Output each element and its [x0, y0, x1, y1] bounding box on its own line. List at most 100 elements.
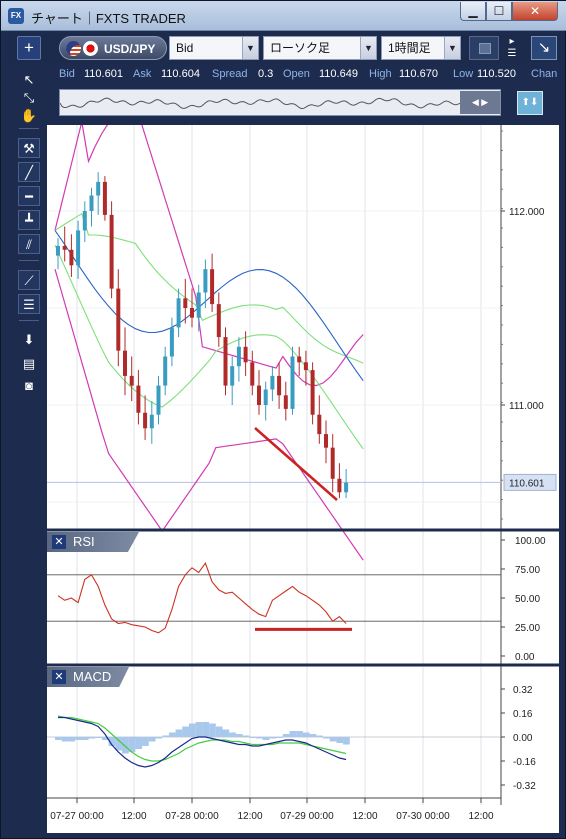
macd-histogram-bar: [215, 726, 223, 737]
moving-average-line: [54, 230, 364, 382]
spacer: [55, 143, 363, 244]
bollinger-upper-inner: [54, 212, 364, 364]
macd-tick-label: -0.32: [513, 781, 536, 792]
add-chart-button[interactable]: +: [17, 36, 41, 60]
candle-body: [69, 249, 74, 266]
app-icon: FX: [8, 8, 24, 24]
crosshair-pointer-icon[interactable]: ⤡: [23, 90, 35, 105]
candle-body: [183, 298, 188, 308]
color-toggle-button[interactable]: [469, 36, 499, 60]
price-tick-label: 111.000: [509, 401, 544, 412]
navigator-settings-button[interactable]: ⬆⬇: [517, 91, 543, 115]
close-rsi-button[interactable]: ✕: [52, 535, 66, 549]
macd-histogram-bar: [296, 731, 303, 737]
chart-navigator[interactable]: ◀ ▶: [59, 89, 501, 116]
title-bar[interactable]: FX チャート｜FXTS TRADER ▁ ☐ ✕: [1, 1, 566, 31]
horizontal-line-tool-icon[interactable]: ━: [18, 186, 40, 206]
chevron-down-icon: ▼: [242, 37, 258, 59]
candle-body: [149, 414, 154, 429]
candle-body: [176, 298, 181, 328]
chart-canvas[interactable]: 112.000 111.000 110.601 100.00 75.00 50.00 25.…: [47, 103, 559, 833]
candle-body: [102, 181, 107, 215]
macd-histogram-bar: [336, 737, 344, 743]
candle-body: [190, 308, 194, 318]
candle-body: [210, 269, 215, 305]
candle-body: [303, 362, 308, 371]
time-tick-label: 12:00: [352, 811, 377, 822]
timeframe-select[interactable]: 1時間足 ▼: [381, 36, 461, 60]
macd-histogram-bar: [195, 722, 203, 737]
trendline-tool-icon[interactable]: ╱: [18, 162, 40, 182]
pointer-icon[interactable]: ↖: [23, 72, 35, 87]
toolbar-more-button[interactable]: ▸ ☰: [507, 36, 517, 59]
spread-label: Spread: [212, 68, 248, 80]
spread-value: 0.3: [258, 68, 274, 80]
candle-body: [136, 385, 141, 413]
macd-histogram-bar: [229, 732, 236, 737]
parallel-channel-tool-icon[interactable]: ⫽: [18, 234, 40, 254]
macd-histogram-bar: [343, 737, 350, 745]
macd-tick-label: 0.00: [513, 733, 533, 744]
candle-body: [156, 385, 161, 415]
chart-type-select[interactable]: ローソク足 ▼: [263, 36, 377, 60]
close-macd-button[interactable]: ✕: [52, 670, 66, 684]
expand-window-button[interactable]: ↘: [531, 36, 557, 60]
chevron-down-icon: ▼: [360, 37, 376, 59]
macd-histogram-bar: [108, 737, 116, 746]
price-side-select[interactable]: Bid ▼: [169, 36, 259, 60]
macd-line: [58, 716, 347, 768]
time-tick-label: 07-29 00:00: [280, 811, 334, 822]
tool-separator: [19, 128, 39, 129]
bollinger-lower-outer: [54, 269, 364, 561]
macd-histogram-bar: [168, 732, 176, 737]
macd-histogram-bar: [88, 737, 96, 739]
download-icon[interactable]: ⬇: [23, 332, 35, 347]
macd-histogram-bar: [182, 726, 189, 737]
candle-body: [89, 195, 94, 211]
close-button[interactable]: ✕: [512, 2, 558, 21]
minimize-button[interactable]: ▁: [460, 2, 486, 21]
rsi-panel-label: RSI: [73, 534, 95, 549]
list-icon[interactable]: ▤: [22, 356, 36, 371]
rsi-panel-tag: ✕ RSI: [47, 532, 139, 552]
macd-histogram-bar: [276, 737, 283, 738]
currency-pair-selector[interactable]: USD/JPY: [59, 36, 167, 60]
hand-pan-icon[interactable]: ✋: [20, 108, 38, 123]
macd-histogram-bar: [262, 737, 270, 740]
open-value: 110.649: [319, 68, 358, 80]
macd-histogram-bar: [155, 737, 163, 739]
rsi-tick-label: 25.00: [515, 623, 540, 634]
maximize-button[interactable]: ☐: [486, 2, 512, 21]
candle-body: [317, 414, 322, 435]
macd-histogram-bar: [235, 734, 243, 737]
chart-toolbar: + USD/JPY Bid ▼ ローソク足 ▼ 1時間足 ▼ ▸ ☰ ↘: [7, 33, 561, 63]
candle-body: [310, 370, 315, 415]
chart-area[interactable]: 112.000 111.000 110.601 100.00 75.00 50.00 25.…: [47, 103, 559, 833]
candle-body: [82, 211, 87, 231]
macd-panel-tag: ✕ MACD: [47, 667, 129, 687]
camera-icon[interactable]: ◙: [25, 378, 33, 393]
low-value: 110.520: [477, 68, 516, 80]
candle-body: [169, 327, 174, 357]
fan-tool-icon[interactable]: ⟋: [18, 270, 40, 290]
pin-tool-icon[interactable]: ⚒: [18, 138, 40, 158]
macd-histogram-bar: [142, 737, 149, 746]
rsi-tick-label: 100.00: [515, 536, 546, 547]
drawing-tool-strip: ↖ ⤡ ✋ ⚒ ╱ ━ ┻ ⫽ ⟋ ☰ ⬇ ▤ ◙: [17, 68, 41, 398]
candle-body: [236, 346, 241, 367]
macd-tick-label: 0.32: [513, 685, 533, 696]
quote-bar: Bid 110.601 Ask 110.604 Spread 0.3 Open …: [57, 68, 563, 84]
macd-histogram-bar: [162, 735, 169, 737]
currency-pair-label: USD/JPY: [104, 42, 156, 56]
macd-histogram-bar: [242, 735, 250, 737]
candle-body: [283, 395, 288, 409]
low-label: Low: [453, 68, 474, 80]
chevron-down-icon: ▼: [444, 37, 460, 59]
vertical-line-tool-icon[interactable]: ┻: [18, 210, 40, 230]
candle-body: [96, 181, 101, 196]
tool-separator: [19, 320, 39, 321]
navigator-thumb[interactable]: [460, 91, 500, 114]
ask-label: Ask: [133, 68, 152, 80]
time-tick-label: 12:00: [468, 811, 493, 822]
fibonacci-tool-icon[interactable]: ☰: [18, 294, 40, 314]
